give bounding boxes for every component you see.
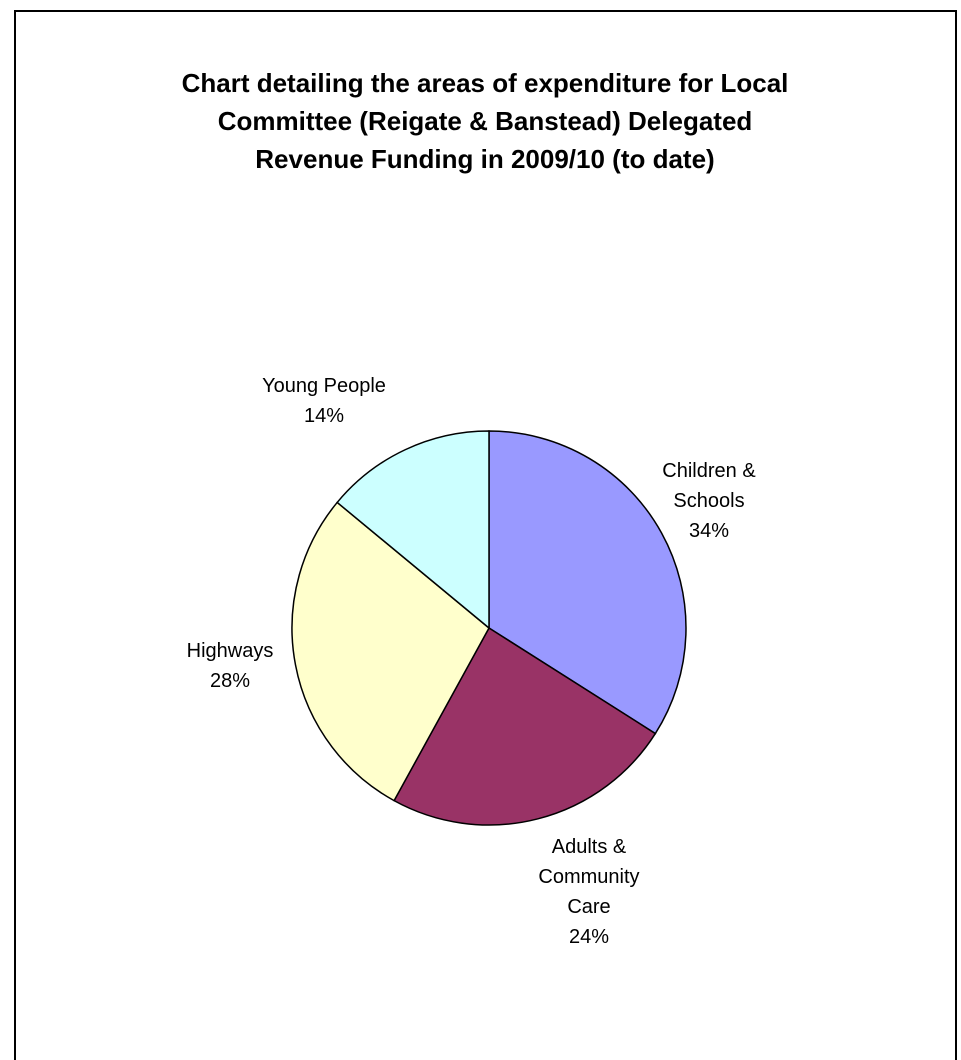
slice-percent-label: 34% <box>689 520 729 542</box>
slice-percent-label: 28% <box>210 670 250 692</box>
pie-slice <box>291 501 490 802</box>
chart-title-line-3: Revenue Funding in 2009/10 (to date) <box>255 144 715 174</box>
slice-percent-label: 24% <box>569 926 609 948</box>
pie-slice <box>393 626 657 826</box>
chart-title-line-2: Committee (Reigate & Banstead) Delegated <box>217 106 753 136</box>
pie-slices <box>291 430 687 826</box>
slice-name-label: Young People <box>262 375 386 397</box>
pie-slice-label: Young People 14% <box>262 375 386 427</box>
chart-title-line-1: Chart detailing the areas of expenditure… <box>181 68 789 98</box>
slice-name-label: Adults & <box>552 836 627 858</box>
pie-slice-label: Adults & Community Care 24% <box>538 836 639 948</box>
slice-name-label: Children & <box>662 460 756 482</box>
chart-title: Chart detailing the areas of expenditure… <box>60 64 910 178</box>
slice-name-label: Highways <box>187 640 274 662</box>
pie-slice <box>488 430 687 735</box>
slice-name-label: Care <box>567 896 610 918</box>
pie-slice-label: Children & Schools 34% <box>662 460 756 542</box>
slice-name-label: Schools <box>673 490 744 512</box>
pie-labels: Children & Schools 34% Adults & Community Car… <box>187 375 757 948</box>
slice-name-label: Community <box>538 866 639 888</box>
pie-slice <box>336 430 490 630</box>
slice-percent-label: 14% <box>304 405 344 427</box>
pie-slice-label: Highways 28% <box>187 640 274 692</box>
